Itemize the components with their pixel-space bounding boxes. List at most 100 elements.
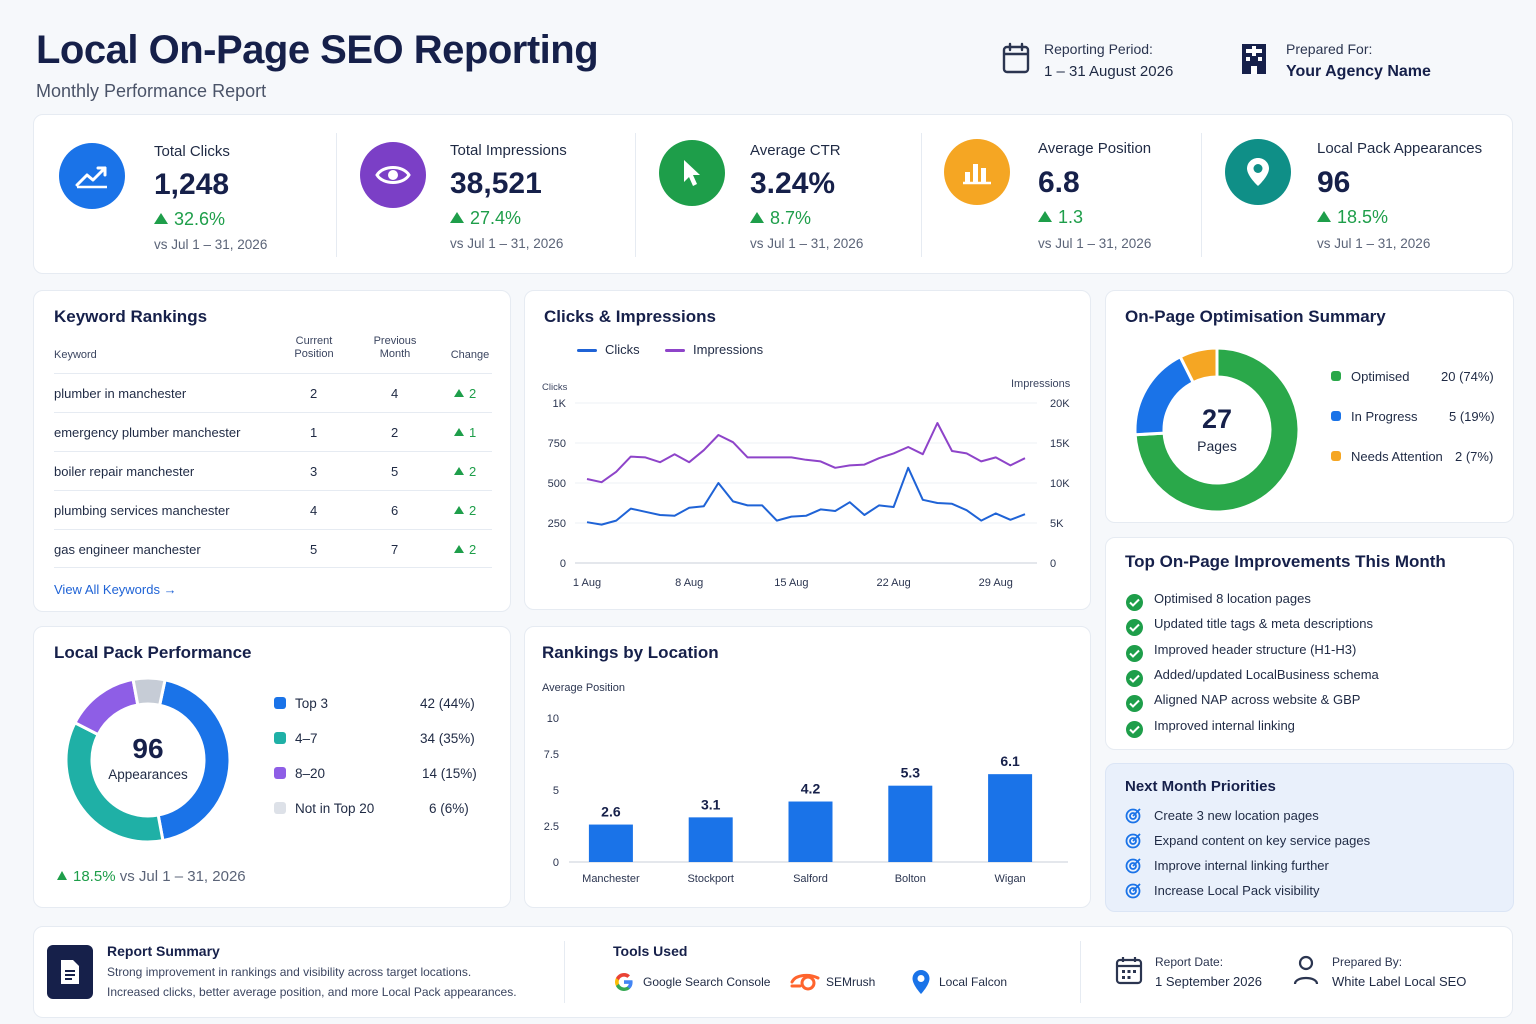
previous-month-cell: 2: [391, 425, 399, 440]
cursor-icon: [659, 140, 725, 206]
view-all-keywords-link[interactable]: View All Keywords →: [54, 582, 177, 597]
table-row: gas engineer manchester 5 7 2: [54, 529, 492, 568]
improvement-item: Improved header structure (H1-H3): [1126, 642, 1356, 662]
divider: [921, 133, 922, 257]
check-icon: [1126, 720, 1143, 738]
kpi-comparison: vs Jul 1 – 31, 2026: [154, 237, 268, 252]
x-category-label: Manchester: [582, 873, 640, 885]
kpi-value: 3.24%: [750, 167, 836, 200]
kpi-change: 32.6%: [154, 209, 225, 230]
x-category-label: Wigan: [995, 873, 1026, 885]
y-tick-label: 0: [553, 857, 559, 869]
legend-8-20: 8–20: [274, 766, 325, 781]
eye-icon: [360, 142, 426, 208]
building-icon: [1238, 40, 1270, 81]
legend-4-7: 4–7: [274, 731, 318, 746]
card-title: On-Page Optimisation Summary: [1125, 307, 1386, 326]
change-cell: 2: [454, 503, 476, 518]
y-axis-title: Average Position: [542, 682, 625, 694]
keyword-cell: plumber in manchester: [54, 386, 187, 401]
kpi-label: Local Pack Appearances: [1317, 140, 1483, 157]
kpi-change: 27.4%: [450, 208, 521, 229]
report-summary-title: Report Summary: [107, 943, 220, 959]
change-cell: 2: [454, 542, 476, 557]
divider: [336, 133, 337, 257]
google-icon: [613, 971, 635, 998]
kpi-label: Total Impressions: [450, 142, 567, 159]
legend-value: 42 (44%): [420, 696, 475, 711]
local-pack-card: Local Pack Performance 96 Appearances To…: [33, 626, 511, 908]
target-icon: [1125, 857, 1142, 877]
card-title: Clicks & Impressions: [544, 307, 716, 326]
bar-value-label: 4.2: [801, 781, 821, 797]
legend-value: 20 (74%): [1441, 369, 1494, 384]
legend-impressions: Impressions: [665, 342, 763, 357]
impressions-series-line: [586, 422, 1026, 484]
kpi-value: 1,248: [154, 168, 230, 201]
current-position-cell: 3: [310, 464, 318, 479]
kpi-local-pack-appearances: Local Pack Appearances 96 18.5% vs Jul 1…: [1202, 115, 1512, 275]
column-header-keyword: Keyword: [54, 349, 97, 361]
priority-item: Increase Local Pack visibility: [1125, 882, 1319, 902]
column-header-current-position: Current Position: [294, 335, 334, 360]
right-axis-title: Impressions: [1011, 378, 1071, 390]
y-tick-label-left: 750: [548, 438, 566, 450]
report-summary-line-1: Strong improvement in rankings and visib…: [107, 965, 472, 979]
semrush-icon: [790, 972, 820, 997]
keyword-cell: emergency plumber manchester: [54, 425, 241, 440]
donut-center-value: 27: [1201, 404, 1233, 434]
prepared-by-label: Prepared By:: [1332, 955, 1403, 969]
y-tick-label-left: 1K: [553, 398, 567, 410]
check-icon: [1126, 644, 1143, 662]
kpi-total-impressions: Total Impressions 38,521 27.4% vs Jul 1 …: [337, 115, 635, 275]
up-arrow-icon: [454, 467, 464, 475]
person-icon: [1293, 954, 1319, 991]
card-title: Top On-Page Improvements This Month: [1125, 552, 1446, 571]
divider: [1080, 941, 1081, 1003]
y-tick-label-left: 250: [548, 518, 566, 530]
x-category-label: Stockport: [687, 873, 733, 885]
divider: [1201, 133, 1202, 257]
y-tick-label: 2.5: [544, 821, 559, 833]
y-tick-label-right: 0: [1050, 558, 1056, 570]
calendar-icon: [1115, 955, 1143, 990]
kpi-comparison: vs Jul 1 – 31, 2026: [1038, 236, 1152, 251]
kpi-change: 1.3: [1038, 207, 1083, 228]
up-arrow-icon: [1038, 211, 1052, 222]
line-chart: 1K 20K 750 15K 500 10K 250 5K 0 0 1 Aug 8 Aug 15 Aug…: [548, 398, 1071, 589]
check-icon: [1126, 619, 1143, 637]
kpi-comparison: vs Jul 1 – 31, 2026: [750, 236, 864, 251]
onpage-donut-slice: [1178, 347, 1219, 385]
prepared-by-value: White Label Local SEO: [1332, 974, 1467, 989]
kpi-summary-card: Total Clicks 1,248 32.6% vs Jul 1 – 31, …: [33, 114, 1513, 274]
table-row: plumbing services manchester 4 6 2: [54, 490, 492, 529]
page-title: Local On-Page SEO Reporting: [36, 28, 599, 72]
previous-month-cell: 6: [391, 503, 399, 518]
priorities-card: Next Month Priorities Create 3 new locat…: [1105, 763, 1514, 912]
kpi-value: 96: [1317, 166, 1351, 199]
legend-needs-attention: Needs Attention: [1331, 449, 1443, 464]
map-pin-icon: [911, 969, 931, 1000]
check-icon: [1126, 669, 1143, 687]
column-header-change: Change: [450, 349, 490, 361]
kpi-value: 6.8: [1038, 166, 1080, 199]
local-pack-donut-slice: [65, 720, 165, 843]
card-title: Keyword Rankings: [54, 307, 208, 326]
legend-value: 34 (35%): [420, 731, 475, 746]
legend-value: 14 (15%): [422, 766, 477, 781]
bar-chart: 10 7.5 5 2.5 0 2.6 Manchester 3.1 Stockport 4.2 Sa…: [544, 713, 1068, 885]
table-row: emergency plumber manchester 1 2 1: [54, 412, 492, 451]
x-tick-label: 8 Aug: [675, 577, 703, 589]
bar: [788, 801, 833, 862]
clicks-impressions-card: Clicks & Impressions Clicks Impressions …: [524, 290, 1091, 610]
x-category-label: Bolton: [895, 873, 926, 885]
y-tick-label-left: 0: [560, 558, 566, 570]
page-subtitle: Monthly Performance Report: [36, 81, 267, 101]
prepared-for-label: Prepared For:: [1286, 41, 1373, 57]
change-cell: 1: [454, 425, 476, 440]
legend-top-3: Top 3: [274, 696, 328, 711]
y-tick-label-left: 500: [548, 478, 566, 490]
keyword-rankings-card: Keyword Rankings Keyword Current Positio…: [33, 290, 511, 612]
donut-center-label: Pages: [1197, 438, 1237, 454]
x-tick-label: 15 Aug: [774, 577, 808, 589]
